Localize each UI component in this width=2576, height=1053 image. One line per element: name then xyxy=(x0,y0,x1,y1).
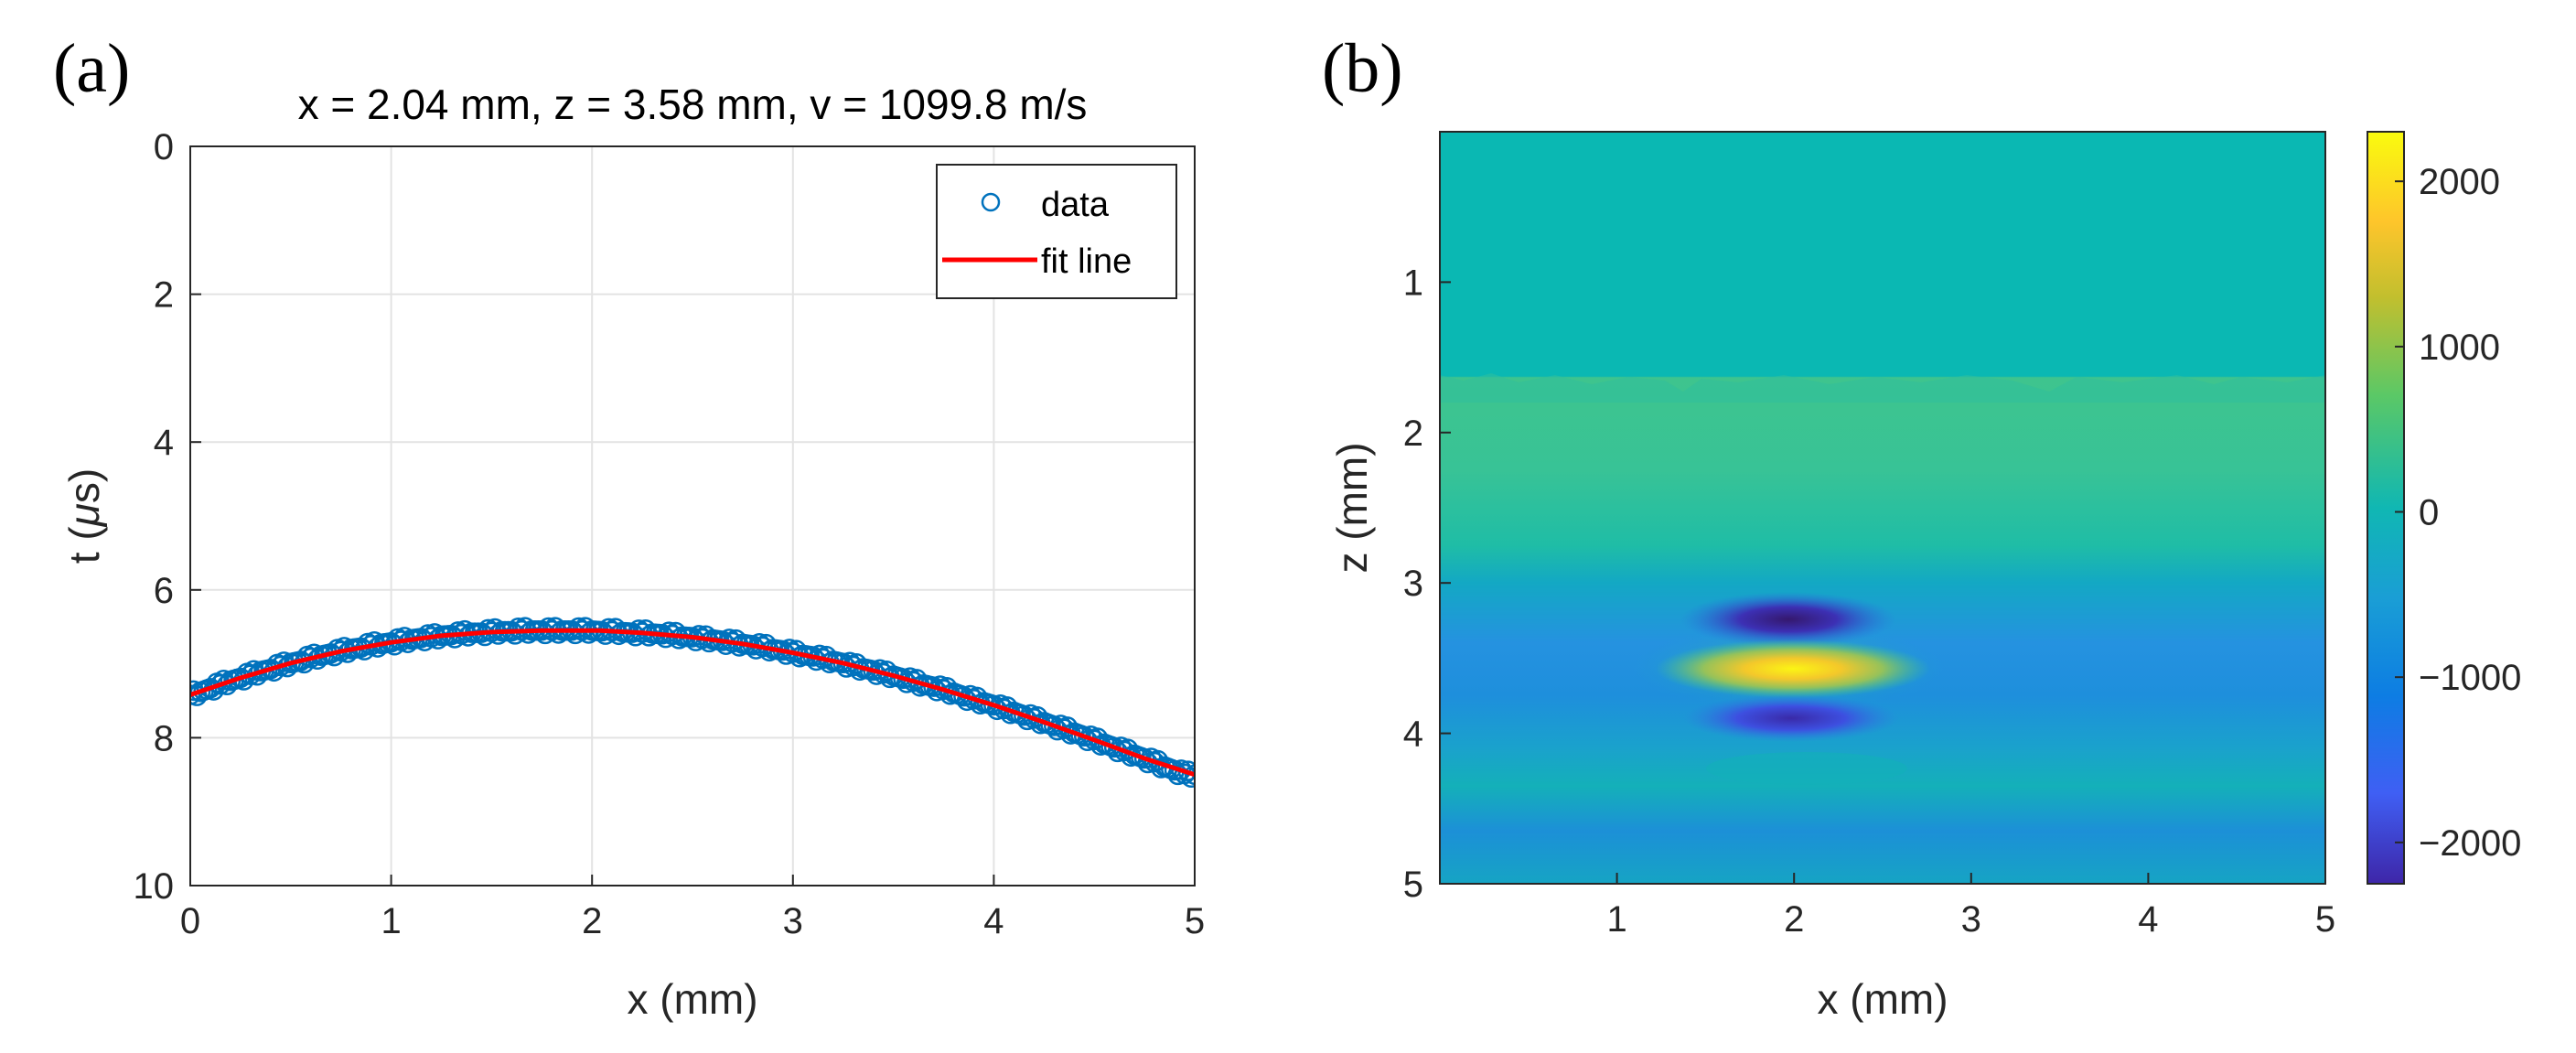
chart-title-a: x = 2.04 mm, z = 3.58 mm, v = 1099.8 m/s xyxy=(298,81,1088,128)
colorbar-tick-label: 1000 xyxy=(2419,328,2500,368)
band-edge xyxy=(1440,373,2325,403)
data-point xyxy=(1014,704,1035,726)
data-point xyxy=(478,618,499,640)
x-tick-label: 4 xyxy=(983,901,1004,941)
x-tick-label: 0 xyxy=(180,901,200,941)
x-tick-label: 2 xyxy=(582,901,602,941)
y-label-mu: μ xyxy=(60,503,108,527)
data-point xyxy=(447,621,468,642)
x-tick-label: 2 xyxy=(1784,899,1804,940)
faint-blob-lower xyxy=(1706,752,1907,785)
data-point xyxy=(1184,764,1195,786)
data-point xyxy=(1167,764,1188,786)
data-point xyxy=(1103,736,1125,758)
colorbar xyxy=(2367,131,2405,885)
y-axis-label-b: z (mm) xyxy=(1328,442,1376,573)
axes-box-b xyxy=(1439,131,2326,885)
heatmap-b: 1 2 3 4 5 1 2 3 4 5 x (mm) z (mm) 2000 1000 0 −1000 −… xyxy=(1328,131,2521,1023)
colorbar-tick-label: −1000 xyxy=(2419,658,2521,698)
x-axis-label-b: x (mm) xyxy=(1817,975,1948,1023)
y-tick-label: 4 xyxy=(1403,715,1423,755)
peak-blob xyxy=(1656,639,1930,698)
data-point xyxy=(893,668,914,690)
x-axis-label-a: x (mm) xyxy=(627,975,757,1023)
panel-label-a: (a) xyxy=(53,30,130,107)
x-tick-label: 1 xyxy=(381,901,401,941)
colorbar-ticks: 2000 1000 0 −1000 −2000 xyxy=(2395,162,2521,864)
x-tick-label: 1 xyxy=(1606,899,1626,940)
x-tick-label: 3 xyxy=(1961,899,1981,940)
y-tick-label: 2 xyxy=(1403,414,1423,454)
y-tick-label: 3 xyxy=(1403,564,1423,604)
data-point xyxy=(923,676,944,697)
y-tick-label: 5 xyxy=(1403,865,1423,905)
y-tick-label: 10 xyxy=(134,866,175,907)
legend-box xyxy=(936,164,1177,299)
y-tick-label: 4 xyxy=(154,423,174,463)
y-tick-label: 2 xyxy=(154,275,174,316)
legend-label-data: data xyxy=(1041,186,1110,224)
colorbar-tick-label: 0 xyxy=(2419,493,2439,533)
y-label-tail: s) xyxy=(60,468,108,503)
dark-blob-lower xyxy=(1683,694,1899,742)
data-point xyxy=(1044,715,1065,736)
legend-a: data fit line xyxy=(936,164,1177,299)
x-tick-label: 5 xyxy=(2315,899,2335,940)
y-tick-label: 1 xyxy=(1403,263,1423,303)
dark-blob-upper xyxy=(1680,592,1896,647)
colorbar-tick-label: −2000 xyxy=(2419,823,2521,864)
ticks-b: 1 2 3 4 5 1 2 3 4 5 xyxy=(1403,263,2335,940)
data-point xyxy=(1133,747,1155,769)
data-point xyxy=(1181,767,1195,789)
x-tick-label: 4 xyxy=(2138,899,2158,940)
x-tick-label: 3 xyxy=(783,901,803,941)
panel-label-b: (b) xyxy=(1322,30,1403,107)
y-axis-label-a: t (μs) xyxy=(60,468,108,564)
ticks-a: 0 1 2 3 4 5 0 2 4 6 8 10 xyxy=(134,127,1206,941)
legend-marker-data xyxy=(981,192,1001,212)
y-label-main: t ( xyxy=(60,526,108,564)
y-tick-label: 6 xyxy=(154,571,174,611)
y-tick-label: 0 xyxy=(154,127,174,167)
data-point xyxy=(1073,725,1095,747)
line-chart-a: 0 1 2 3 4 5 0 2 4 6 8 10 x = 2.04 mm, z = 3.58 mm, … xyxy=(60,81,1205,1023)
legend-label-fit: fit line xyxy=(1041,242,1132,281)
y-tick-label: 8 xyxy=(154,718,174,758)
axes-box-a xyxy=(189,145,1196,886)
x-tick-label: 5 xyxy=(1185,901,1205,941)
colorbar-tick-label: 2000 xyxy=(2419,162,2500,202)
data-point xyxy=(983,694,1004,716)
series-fit-line xyxy=(189,628,1196,778)
